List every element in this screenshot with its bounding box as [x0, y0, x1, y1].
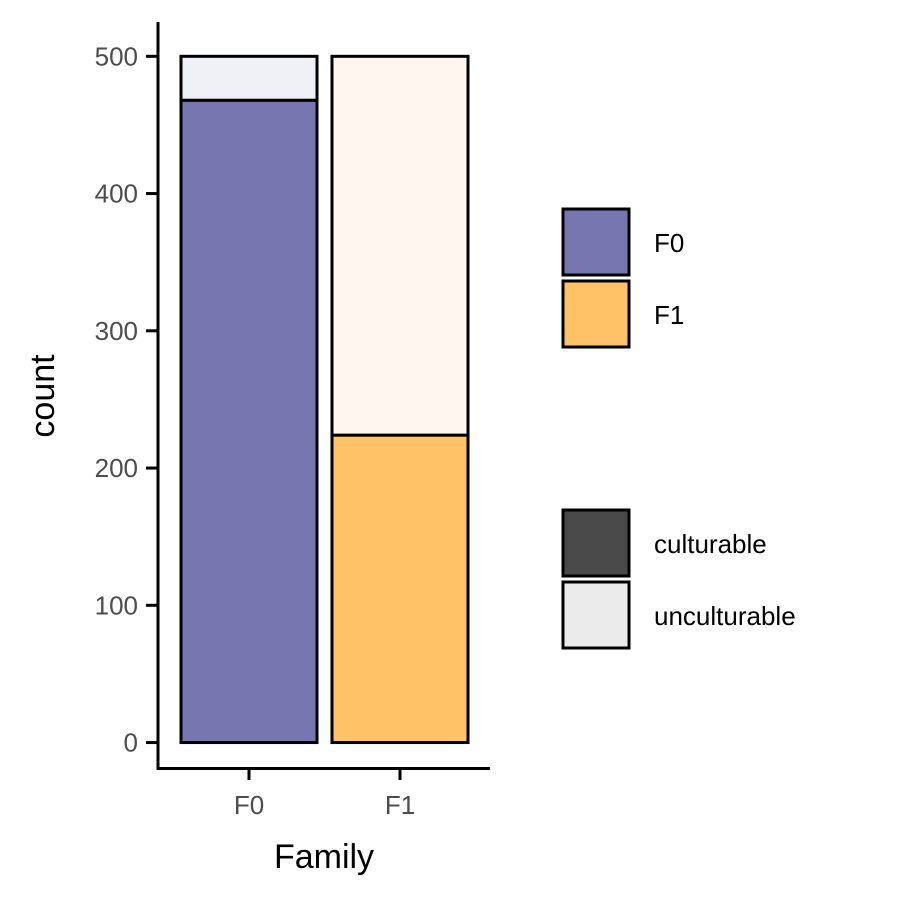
x-tick-label: F1 — [385, 790, 415, 820]
legend-culturability: culturable unculturable — [561, 508, 796, 650]
legend-family-key-F0 — [561, 207, 631, 277]
bar-segment-f1-unculturable — [330, 54, 470, 437]
y-tick-label: 300 — [95, 316, 138, 346]
y-tick-label: 0 — [124, 728, 138, 758]
y-tick-label: 400 — [95, 179, 138, 209]
legend-family: F0 F1 — [561, 207, 684, 349]
legend-culturability-key-culturable — [561, 508, 631, 578]
legend-family-label-F0: F0 — [654, 228, 684, 258]
y-tick-label: 500 — [95, 41, 138, 71]
legend-culturability-label-unculturable: unculturable — [654, 601, 796, 631]
bar-segment-f0-culturable — [179, 98, 319, 745]
y-tick-label: 100 — [95, 590, 138, 620]
y-tick-label: 200 — [95, 453, 138, 483]
legend-culturability-key-unculturable — [561, 580, 631, 650]
legend-family-label-F1: F1 — [654, 300, 684, 330]
bar-segment-f1-culturable — [330, 433, 470, 745]
x-axis-title: Family — [274, 838, 374, 876]
y-axis-title: count — [24, 354, 62, 438]
bar-segment-f0-unculturable — [179, 54, 319, 102]
x-axis-ticks: F0 F1 — [234, 768, 415, 820]
y-axis-ticks: 0 100 200 300 400 500 — [95, 41, 158, 758]
legend-family-key-F1 — [561, 279, 631, 349]
x-tick-label: F0 — [234, 790, 264, 820]
bars-layer — [179, 54, 470, 745]
legend-culturability-label-culturable: culturable — [654, 529, 767, 559]
